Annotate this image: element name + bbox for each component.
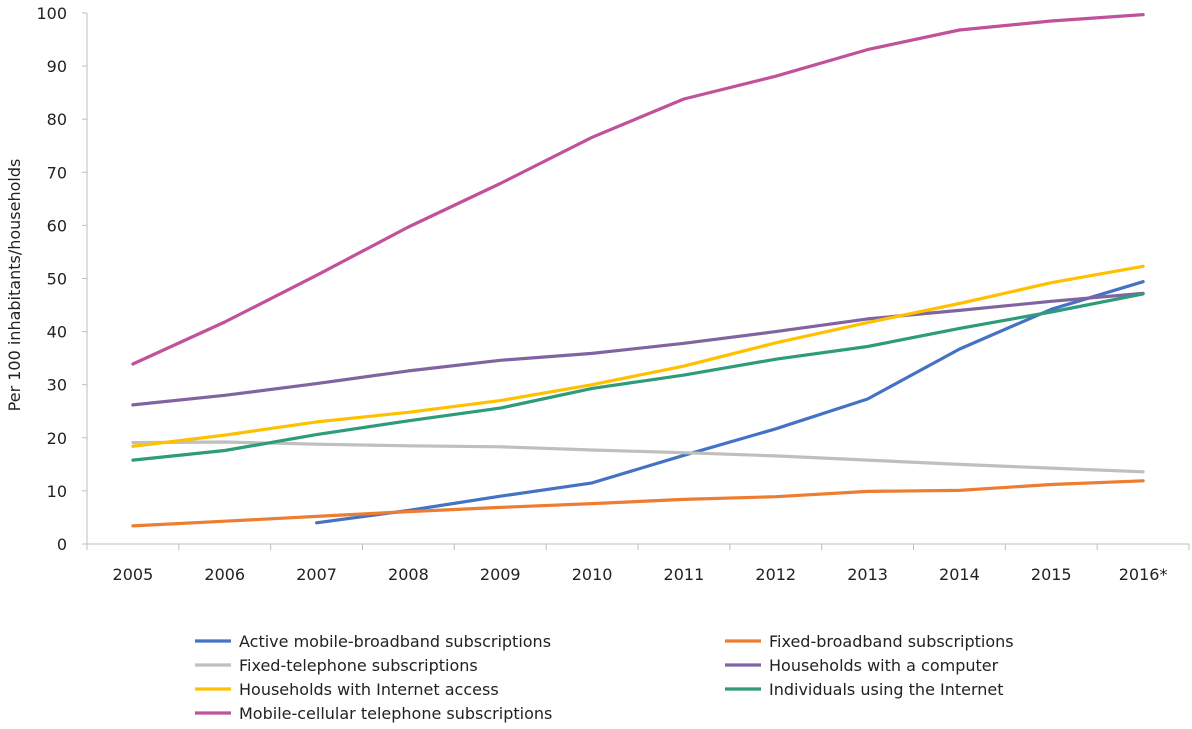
x-tick-label: 2016* xyxy=(1119,565,1168,584)
y-tick-label: 60 xyxy=(47,216,67,235)
legend-label-mobile-cellular-telephone-subscriptions: Mobile-cellular telephone subscriptions xyxy=(239,704,552,723)
legend-label-fixed-broadband-subscriptions: Fixed-broadband subscriptions xyxy=(769,632,1014,651)
x-tick-label: 2012 xyxy=(755,565,796,584)
y-tick-label: 0 xyxy=(57,535,67,554)
y-axis-label: Per 100 inhabitants/households xyxy=(5,159,24,412)
y-tick-label: 80 xyxy=(47,110,67,129)
x-tick-label: 2014 xyxy=(939,565,980,584)
y-tick-label: 40 xyxy=(47,323,67,342)
series-line-households-with-internet-access xyxy=(131,264,1145,448)
series-line-mobile-cellular-telephone-subscriptions xyxy=(131,13,1145,366)
y-tick-label: 20 xyxy=(47,429,67,448)
legend-label-individuals-using-the-internet: Individuals using the Internet xyxy=(769,680,1004,699)
x-tick-label: 2013 xyxy=(847,565,888,584)
y-tick-label: 30 xyxy=(47,376,67,395)
y-tick-label: 90 xyxy=(47,57,67,76)
x-tick-label: 2010 xyxy=(572,565,613,584)
series-line-households-with-a-computer xyxy=(131,291,1145,407)
x-tick-label: 2008 xyxy=(388,565,429,584)
series-line-active-mobile-broadband-subscriptions xyxy=(315,280,1145,525)
legend-label-households-with-a-computer: Households with a computer xyxy=(769,656,999,675)
y-tick-label: 100 xyxy=(36,4,67,23)
series-line-individuals-using-the-internet xyxy=(131,292,1145,462)
x-tick-label: 2015 xyxy=(1031,565,1072,584)
legend-label-active-mobile-broadband-subscriptions: Active mobile-broadband subscriptions xyxy=(239,632,551,651)
series-lines xyxy=(131,13,1145,528)
series-line-fixed-telephone-subscriptions xyxy=(131,440,1145,474)
x-tick-label: 2009 xyxy=(480,565,521,584)
y-tick-label: 50 xyxy=(47,270,67,289)
legend: Active mobile-broadband subscriptions Fix… xyxy=(195,632,1014,723)
legend-label-fixed-telephone-subscriptions: Fixed-telephone subscriptions xyxy=(239,656,478,675)
y-tick-label: 10 xyxy=(47,482,67,501)
x-tick-label: 2007 xyxy=(296,565,337,584)
series-line-fixed-broadband-subscriptions xyxy=(131,479,1145,528)
legend-label-households-with-internet-access: Households with Internet access xyxy=(239,680,499,699)
x-tick-label: 2005 xyxy=(113,565,154,584)
y-axis-ticks: 0 10 20 30 40 50 60 70 80 90 100 xyxy=(36,4,87,554)
x-tick-label: 2011 xyxy=(664,565,705,584)
y-tick-label: 70 xyxy=(47,163,67,182)
axes xyxy=(86,13,1189,545)
x-tick-label: 2006 xyxy=(204,565,245,584)
x-axis-ticks: 2005 2006 2007 2008 2009 2010 2011 2012 2013 2014… xyxy=(86,544,1190,584)
